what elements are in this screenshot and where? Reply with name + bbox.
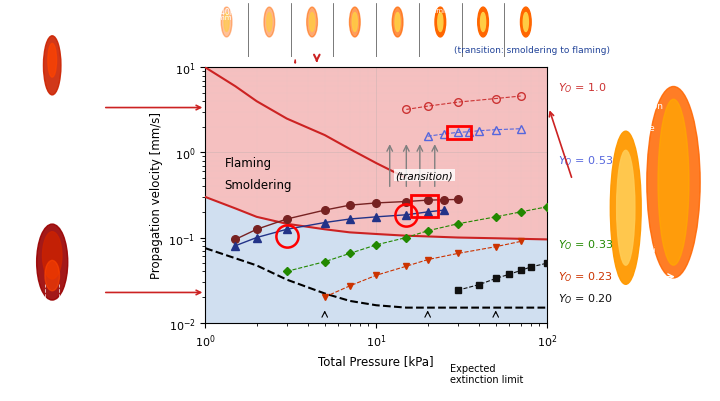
X-axis label: Total Pressure [kPa]: Total Pressure [kPa] <box>318 354 434 368</box>
Text: P=60kPa: P=60kPa <box>623 303 662 312</box>
Text: $Y_O$ = 1.0: $Y_O$ = 1.0 <box>558 81 606 95</box>
Text: 3 sec: 3 sec <box>346 49 364 55</box>
Ellipse shape <box>307 8 318 38</box>
Text: 4mm: 4mm <box>40 333 64 342</box>
Text: $Y_O$ = 0.20: $Y_O$ = 0.20 <box>558 292 613 306</box>
Ellipse shape <box>438 14 443 32</box>
Text: 10mm: 10mm <box>628 285 657 294</box>
Text: (transition): (transition) <box>396 170 454 180</box>
Ellipse shape <box>42 232 62 279</box>
Text: 4 sec: 4 sec <box>388 49 407 55</box>
Ellipse shape <box>224 14 229 32</box>
Ellipse shape <box>435 8 446 38</box>
Ellipse shape <box>395 14 400 32</box>
Ellipse shape <box>310 14 315 32</box>
Ellipse shape <box>392 8 403 38</box>
Ellipse shape <box>616 151 635 265</box>
Ellipse shape <box>658 100 689 265</box>
Text: 10mm: 10mm <box>210 14 232 20</box>
Text: $Y_O$ = 0.53: $Y_O$ = 0.53 <box>558 154 613 167</box>
Text: flame: flame <box>630 124 655 133</box>
Bar <box>411 195 438 217</box>
Ellipse shape <box>221 8 232 38</box>
Text: P=15kPa: P=15kPa <box>32 169 72 178</box>
Text: Expected
extinction limit: Expected extinction limit <box>450 363 523 385</box>
Text: $Y_O$ = 0.33: $Y_O$ = 0.33 <box>558 238 613 251</box>
Text: Flaming: Flaming <box>225 156 272 169</box>
Ellipse shape <box>480 14 486 32</box>
Text: P=2.5kPa: P=2.5kPa <box>31 353 73 362</box>
Ellipse shape <box>266 14 272 32</box>
Ellipse shape <box>647 87 700 278</box>
Ellipse shape <box>45 261 60 291</box>
Y-axis label: Propagation velocity [mm/s]: Propagation velocity [mm/s] <box>150 112 163 279</box>
Ellipse shape <box>611 132 642 285</box>
Text: Smoldering: Smoldering <box>225 179 292 192</box>
Ellipse shape <box>523 14 528 32</box>
Text: Flaming
5 sec: Flaming 5 sec <box>426 43 454 55</box>
Text: 10mm: 10mm <box>37 148 67 158</box>
Text: 1 sec: 1 sec <box>260 49 279 55</box>
Ellipse shape <box>349 8 360 38</box>
Text: 2 sec: 2 sec <box>303 49 321 55</box>
Ellipse shape <box>478 8 488 38</box>
Ellipse shape <box>37 225 68 300</box>
Text: oxidation: oxidation <box>621 101 664 110</box>
Text: (transition: smoldering to flaming): (transition: smoldering to flaming) <box>454 46 610 55</box>
Ellipse shape <box>352 14 357 32</box>
Text: 6 sec: 6 sec <box>474 49 492 55</box>
Ellipse shape <box>264 8 274 38</box>
Ellipse shape <box>43 37 61 95</box>
Text: surface: surface <box>626 86 660 95</box>
Ellipse shape <box>48 44 57 78</box>
Ellipse shape <box>521 8 531 38</box>
Text: (t =30)
0 sec: (t =30) 0 sec <box>214 42 239 55</box>
Text: Flaming: Flaming <box>426 8 454 14</box>
Bar <box>447 127 472 140</box>
Text: P=40kPa: P=40kPa <box>210 8 244 17</box>
Text: $Y_O$ = 0.23: $Y_O$ = 0.23 <box>558 270 613 284</box>
Text: 7 sec: 7 sec <box>516 49 535 55</box>
